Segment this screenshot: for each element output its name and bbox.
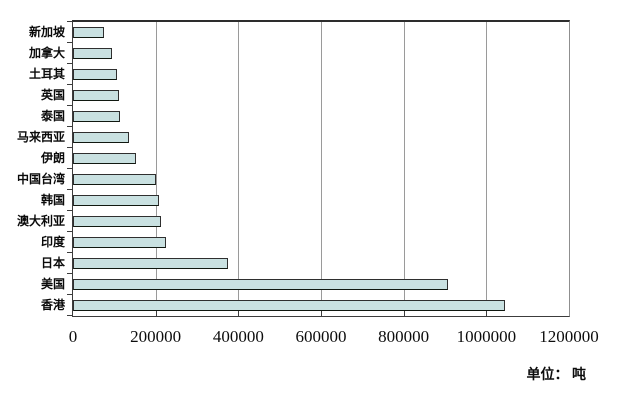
bar xyxy=(73,90,119,101)
y-axis-tick xyxy=(67,21,72,22)
category-label: 美国 xyxy=(40,277,65,291)
bar xyxy=(73,48,112,59)
gridline xyxy=(403,22,405,316)
y-axis-tick xyxy=(67,63,72,64)
bar xyxy=(73,195,159,206)
y-axis-tick xyxy=(67,231,72,232)
category-label: 韩国 xyxy=(40,193,65,207)
category-label: 新加坡 xyxy=(28,25,65,39)
category-label: 英国 xyxy=(40,88,65,102)
bar xyxy=(73,27,104,38)
bar xyxy=(73,216,162,227)
category-label: 伊朗 xyxy=(40,151,65,165)
y-axis-tick xyxy=(67,84,72,85)
bar xyxy=(73,153,137,164)
y-axis-tick xyxy=(67,273,72,274)
y-axis-tick xyxy=(67,168,72,169)
gridline xyxy=(238,22,240,316)
bar xyxy=(73,69,117,80)
plot-area xyxy=(72,20,570,317)
x-axis-label: 600000 xyxy=(295,327,347,346)
y-axis-tick xyxy=(67,315,72,316)
x-axis-label: 200000 xyxy=(130,327,182,346)
category-label: 日本 xyxy=(40,256,65,270)
category-label: 泰国 xyxy=(40,109,65,123)
x-axis-label: 800000 xyxy=(378,327,430,346)
unit-label: 单位： 吨 xyxy=(526,368,587,383)
bar xyxy=(73,237,166,248)
x-axis-tick xyxy=(321,311,322,316)
bar xyxy=(73,174,157,185)
x-axis-tick xyxy=(238,311,240,316)
bar xyxy=(73,111,120,122)
x-axis-tick xyxy=(403,311,405,316)
y-axis-tick xyxy=(67,294,72,295)
bar xyxy=(73,279,449,290)
x-axis-label: 400000 xyxy=(212,327,264,346)
category-label: 加拿大 xyxy=(28,46,65,60)
category-label: 马来西亚 xyxy=(16,130,65,144)
bar xyxy=(73,132,129,143)
gridline xyxy=(155,22,157,316)
gridline xyxy=(486,22,488,316)
y-axis-tick xyxy=(67,105,72,106)
y-axis-tick xyxy=(67,252,72,253)
gridline xyxy=(321,22,322,316)
x-axis-label: 0 xyxy=(68,327,78,346)
y-axis-tick xyxy=(67,210,72,211)
category-label: 印度 xyxy=(40,235,65,249)
category-label: 香港 xyxy=(40,298,65,312)
x-axis-label: 1200000 xyxy=(539,327,599,346)
x-axis-label: 1000000 xyxy=(456,327,517,346)
x-axis-tick xyxy=(155,311,157,316)
x-axis-tick xyxy=(486,311,488,316)
category-label: 澳大利亚 xyxy=(16,214,65,228)
y-axis-tick xyxy=(67,42,72,43)
y-axis-tick xyxy=(67,189,72,190)
y-axis-tick xyxy=(67,126,72,127)
y-axis-tick xyxy=(67,147,72,148)
bar xyxy=(73,258,229,269)
bar xyxy=(73,300,506,311)
category-label: 中国台湾 xyxy=(16,172,65,186)
category-label: 土耳其 xyxy=(28,67,65,81)
